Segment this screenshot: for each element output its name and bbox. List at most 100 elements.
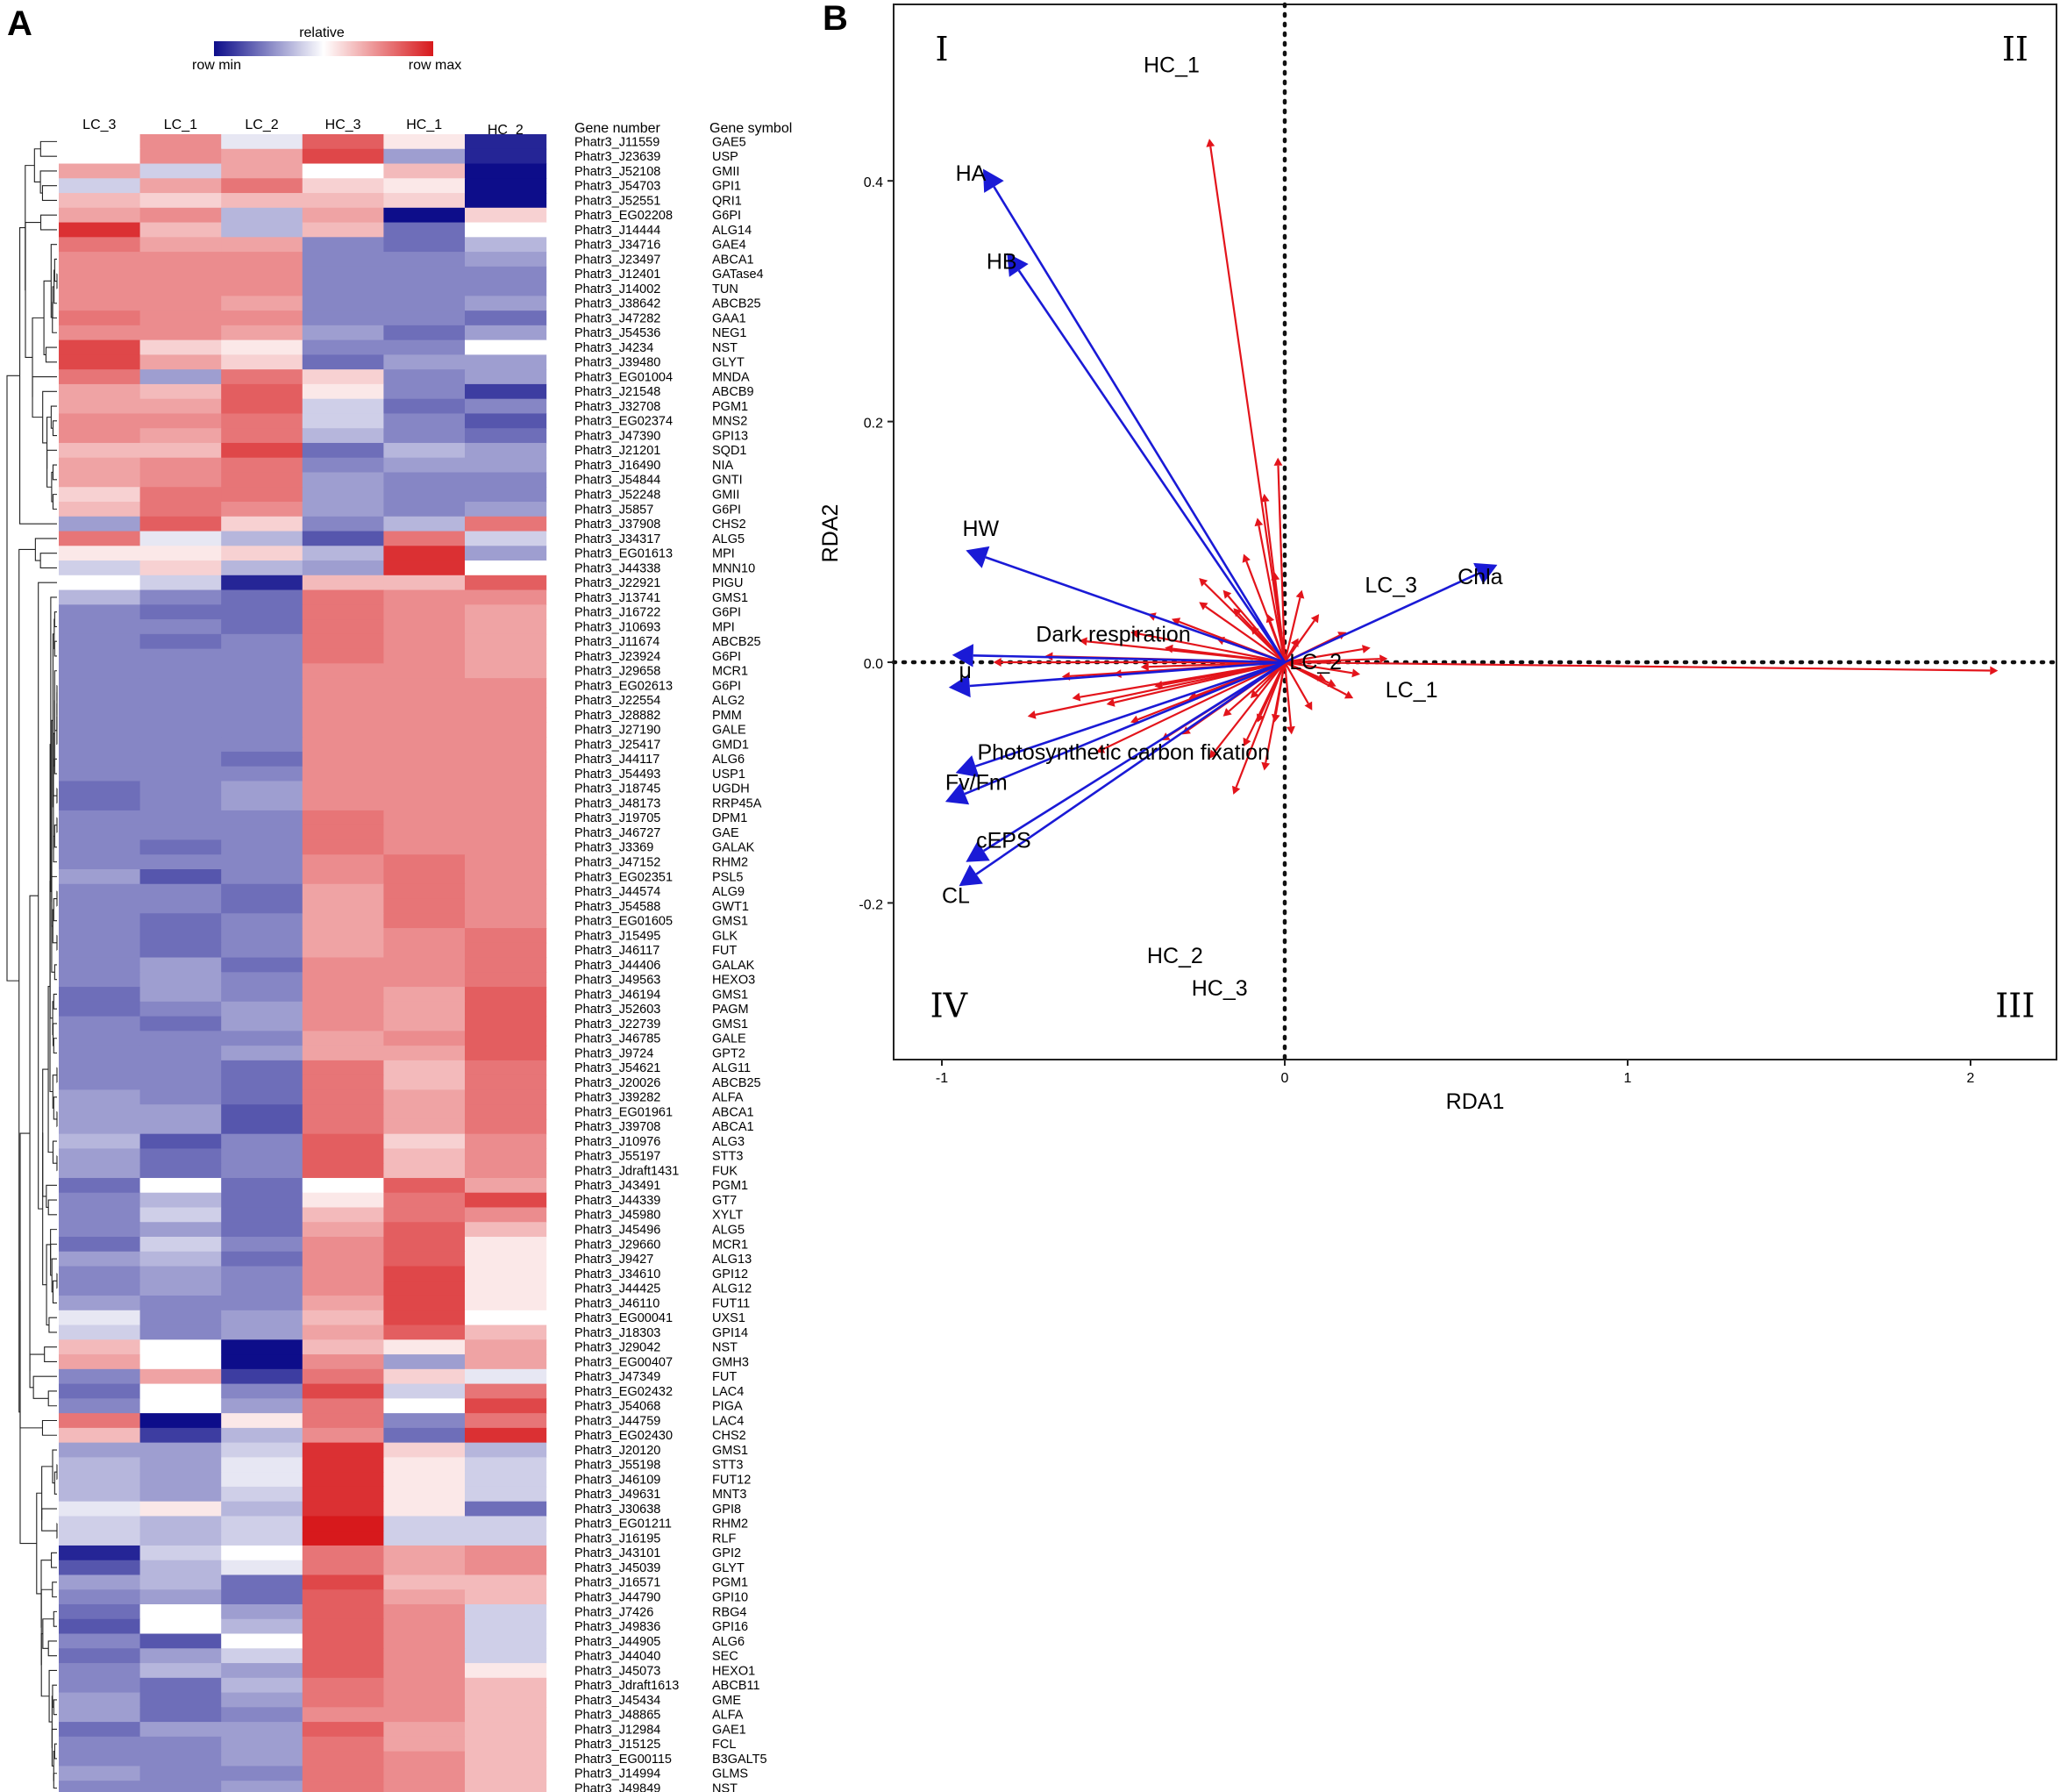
heatmap-cell — [59, 1046, 141, 1061]
legend-max-label: row max — [409, 58, 461, 73]
heatmap-cell — [383, 972, 466, 988]
heatmap-cell — [221, 1457, 303, 1473]
heatmap-cell — [59, 1677, 141, 1694]
row-gene-symbol: GAE — [712, 826, 739, 840]
row-gene-symbol: GPI14 — [712, 1326, 748, 1340]
heatmap-cell — [221, 163, 303, 179]
row-gene-number: Phatr3_J34610 — [574, 1267, 660, 1282]
row-gene-number: Phatr3_J23497 — [574, 253, 660, 267]
heatmap-cell — [302, 1368, 384, 1385]
heatmap-cell — [465, 1442, 547, 1458]
heatmap-cell — [465, 1251, 547, 1267]
heatmap-cell — [139, 1368, 222, 1385]
heatmap-cell — [383, 266, 466, 282]
dendrogram-branch — [53, 993, 57, 1010]
dendrogram-branch — [32, 1375, 57, 1399]
row-gene-number: Phatr3_EG00041 — [574, 1311, 673, 1325]
heatmap-cell — [139, 972, 222, 988]
heatmap-cell — [139, 1692, 222, 1708]
dendrogram-branch — [39, 214, 57, 231]
heatmap-cell — [139, 1163, 222, 1179]
heatmap-cell — [302, 1618, 384, 1635]
heatmap-cell — [383, 339, 466, 355]
heatmap-cell — [139, 589, 222, 605]
heatmap-cell — [302, 589, 384, 605]
heatmap-cell — [302, 678, 384, 694]
heatmap-cell — [139, 311, 222, 326]
gene-vector-arrow — [1231, 661, 1287, 795]
legend-min-label: row min — [192, 58, 241, 73]
row-gene-symbol: LAC4 — [712, 1385, 744, 1399]
heatmap-cell — [465, 1692, 547, 1708]
quadrant-label: II — [2002, 30, 2028, 68]
row-gene-symbol: GPI10 — [712, 1591, 748, 1605]
heatmap-cell — [465, 898, 547, 914]
row-gene-symbol: GMS1 — [712, 988, 748, 1002]
quadrant-label: I — [935, 30, 948, 68]
heatmap-cell — [465, 1736, 547, 1753]
heatmap-cell — [383, 252, 466, 268]
heatmap-cell — [302, 913, 384, 929]
gene-vector-arrow — [1027, 660, 1286, 719]
row-gene-symbol: ALG9 — [712, 885, 745, 899]
env-vector-label: HB — [987, 249, 1017, 274]
dendrogram-branch — [41, 1419, 57, 1436]
heatmap-cell — [302, 398, 384, 415]
heatmap-cell — [221, 134, 303, 150]
sample-label: LC_2 — [1289, 650, 1342, 675]
heatmap-cell — [139, 1104, 222, 1120]
heatmap-cell — [221, 1604, 303, 1620]
heatmap-cell — [59, 1207, 141, 1223]
row-gene-number: Phatr3_J21201 — [574, 444, 660, 458]
heatmap-cell — [302, 442, 384, 459]
dendrogram-branch — [47, 1199, 57, 1216]
heatmap-cell — [465, 1368, 547, 1385]
heatmap-cell — [465, 692, 547, 709]
row-gene-symbol: ABCB11 — [712, 1679, 760, 1693]
heatmap-cell — [383, 1354, 466, 1370]
heatmap-cell — [383, 1016, 466, 1032]
heatmap-cell — [383, 1736, 466, 1753]
heatmap-cell — [302, 311, 384, 326]
heatmap-cell — [221, 457, 303, 474]
heatmap-cell — [465, 1118, 547, 1135]
heatmap-cell — [221, 1722, 303, 1738]
heatmap-cell — [139, 516, 222, 532]
heatmap-cell — [383, 766, 466, 782]
heatmap-cell — [302, 633, 384, 650]
gene-vector-arrow — [1265, 614, 1287, 663]
heatmap-cell — [302, 825, 384, 841]
row-gene-number: Phatr3_J34317 — [574, 532, 660, 546]
heatmap-cell — [221, 1251, 303, 1267]
row-gene-number: Phatr3_J44574 — [574, 885, 660, 899]
heatmap-cell — [221, 472, 303, 488]
gene-vector-arrow — [1250, 661, 1286, 699]
heatmap-cell — [302, 354, 384, 370]
row-gene-number: Phatr3_EG01004 — [574, 370, 673, 384]
dendrogram-branch — [19, 1132, 43, 1429]
heatmap-cell — [302, 369, 384, 385]
heatmap-cell — [139, 428, 222, 444]
heatmap-cell — [221, 1016, 303, 1032]
heatmap-cell — [383, 1501, 466, 1517]
heatmap-cell — [302, 1442, 384, 1458]
heatmap-cell — [302, 1427, 384, 1444]
env-vector-arrow — [959, 660, 1286, 887]
heatmap-cell — [139, 987, 222, 1003]
heatmap-cell — [59, 648, 141, 664]
row-gene-number: Phatr3_EG00115 — [574, 1753, 672, 1767]
heatmap-cell — [139, 1413, 222, 1429]
row-gene-symbol: GPI2 — [712, 1546, 741, 1560]
row-gene-number: Phatr3_J52603 — [574, 1003, 660, 1017]
row-gene-number: Phatr3_J48865 — [574, 1709, 660, 1723]
heatmap-cell — [221, 296, 303, 311]
row-gene-symbol: GMS1 — [712, 1017, 748, 1032]
row-gene-number: Phatr3_J47152 — [574, 856, 660, 870]
row-gene-symbol: ALFA — [712, 1091, 744, 1105]
row-gene-number: Phatr3_J49563 — [574, 974, 660, 988]
row-gene-number: Phatr3_J16722 — [574, 606, 660, 620]
row-gene-number: Phatr3_EG01211 — [574, 1517, 672, 1531]
heatmap-cell — [59, 1237, 141, 1253]
heatmap-cell — [59, 369, 141, 385]
